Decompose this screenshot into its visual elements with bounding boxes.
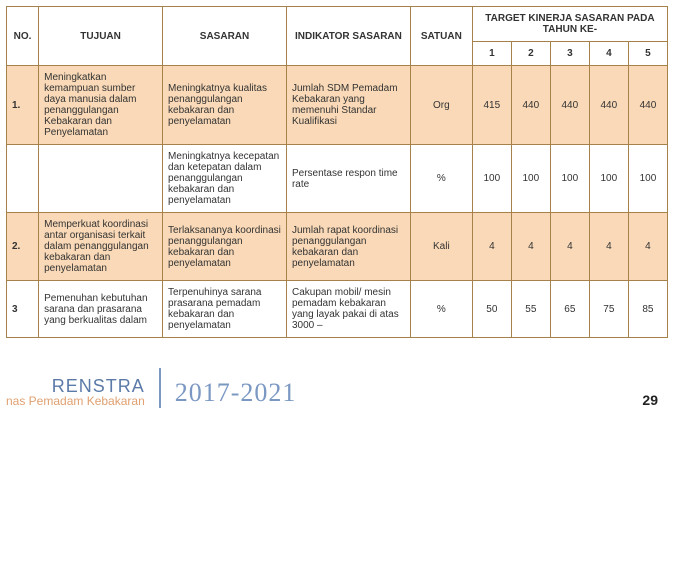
cell-satuan: Kali bbox=[410, 213, 472, 281]
th-satuan: SATUAN bbox=[410, 7, 472, 66]
cell-satuan: Org bbox=[410, 66, 472, 145]
cell-no: 1. bbox=[7, 66, 39, 145]
footer-brand-block: RENSTRA nas Pemadam Kebakaran 2017-2021 bbox=[6, 368, 296, 408]
cell-value: 100 bbox=[511, 145, 550, 213]
cell-value: 65 bbox=[550, 281, 589, 338]
cell-value: 85 bbox=[628, 281, 667, 338]
cell-tujuan: Meningkatkan kemampuan sumber daya manus… bbox=[39, 66, 163, 145]
cell-no: 3 bbox=[7, 281, 39, 338]
table-row: 3Pemenuhan kebutuhan sarana dan prasaran… bbox=[7, 281, 668, 338]
th-y4: 4 bbox=[589, 42, 628, 66]
cell-no: 2. bbox=[7, 213, 39, 281]
footer-years: 2017-2021 bbox=[175, 378, 297, 408]
cell-indikator: Persentase respon time rate bbox=[286, 145, 410, 213]
th-no: NO. bbox=[7, 7, 39, 66]
cell-value: 50 bbox=[472, 281, 511, 338]
cell-value: 4 bbox=[511, 213, 550, 281]
cell-value: 4 bbox=[628, 213, 667, 281]
cell-indikator: Jumlah rapat koordinasi penanggulangan k… bbox=[286, 213, 410, 281]
cell-value: 440 bbox=[550, 66, 589, 145]
table-header: NO. TUJUAN SASARAN INDIKATOR SASARAN SAT… bbox=[7, 7, 668, 66]
cell-value: 75 bbox=[589, 281, 628, 338]
th-y3: 3 bbox=[550, 42, 589, 66]
th-y5: 5 bbox=[628, 42, 667, 66]
cell-no bbox=[7, 145, 39, 213]
cell-satuan: % bbox=[410, 145, 472, 213]
brand-subtitle: nas Pemadam Kebakaran bbox=[6, 394, 145, 408]
th-y2: 2 bbox=[511, 42, 550, 66]
cell-sasaran: Terpenuhinya sarana prasarana pemadam ke… bbox=[163, 281, 287, 338]
cell-indikator: Cakupan mobil/ mesin pemadam kebakaran y… bbox=[286, 281, 410, 338]
cell-tujuan bbox=[39, 145, 163, 213]
cell-value: 100 bbox=[550, 145, 589, 213]
cell-indikator: Jumlah SDM Pemadam Kebakaran yang memenu… bbox=[286, 66, 410, 145]
kinerja-table: NO. TUJUAN SASARAN INDIKATOR SASARAN SAT… bbox=[6, 6, 668, 338]
cell-value: 55 bbox=[511, 281, 550, 338]
page-number: 29 bbox=[642, 392, 658, 408]
cell-value: 440 bbox=[511, 66, 550, 145]
table-body: 1.Meningkatkan kemampuan sumber daya man… bbox=[7, 66, 668, 338]
cell-value: 440 bbox=[589, 66, 628, 145]
cell-tujuan: Memperkuat koordinasi antar organisasi t… bbox=[39, 213, 163, 281]
cell-value: 4 bbox=[550, 213, 589, 281]
table-row: 1.Meningkatkan kemampuan sumber daya man… bbox=[7, 66, 668, 145]
table-row: 2.Memperkuat koordinasi antar organisasi… bbox=[7, 213, 668, 281]
footer-divider bbox=[159, 368, 161, 408]
cell-value: 4 bbox=[589, 213, 628, 281]
th-y1: 1 bbox=[472, 42, 511, 66]
cell-value: 4 bbox=[472, 213, 511, 281]
page-footer: RENSTRA nas Pemadam Kebakaran 2017-2021 … bbox=[6, 368, 668, 408]
th-target-span: TARGET KINERJA SASARAN PADA TAHUN KE- bbox=[472, 7, 667, 42]
cell-value: 100 bbox=[472, 145, 511, 213]
cell-tujuan: Pemenuhan kebutuhan sarana dan prasarana… bbox=[39, 281, 163, 338]
th-tujuan: TUJUAN bbox=[39, 7, 163, 66]
cell-sasaran: Terlaksananya koordinasi penanggulangan … bbox=[163, 213, 287, 281]
table-row: Meningkatnya kecepatan dan ketepatan dal… bbox=[7, 145, 668, 213]
th-indikator: INDIKATOR SASARAN bbox=[286, 7, 410, 66]
cell-value: 100 bbox=[589, 145, 628, 213]
cell-value: 415 bbox=[472, 66, 511, 145]
cell-value: 440 bbox=[628, 66, 667, 145]
cell-sasaran: Meningkatnya kualitas penanggulangan keb… bbox=[163, 66, 287, 145]
cell-value: 100 bbox=[628, 145, 667, 213]
th-sasaran: SASARAN bbox=[163, 7, 287, 66]
cell-satuan: % bbox=[410, 281, 472, 338]
cell-sasaran: Meningkatnya kecepatan dan ketepatan dal… bbox=[163, 145, 287, 213]
